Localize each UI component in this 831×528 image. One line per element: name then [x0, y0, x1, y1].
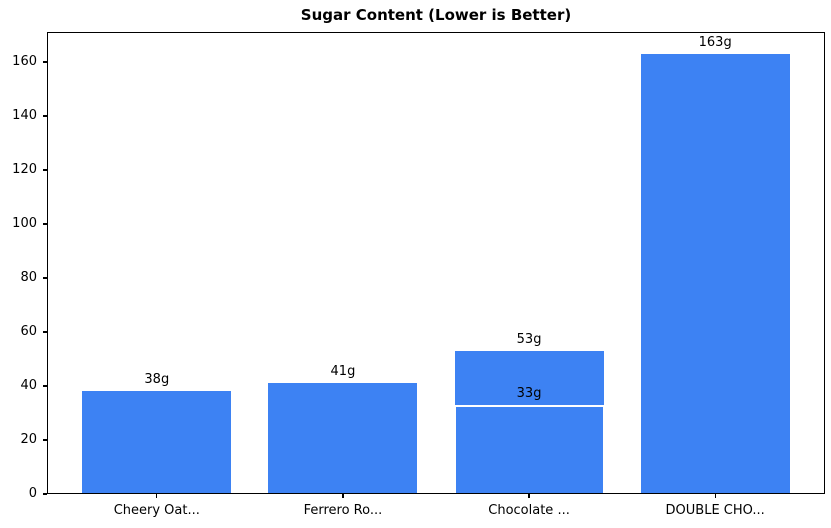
x-tick-label: Cheery Oat... [113, 503, 200, 518]
bar-value-label: 53g [516, 331, 542, 347]
bar-value-label: 38g [144, 372, 170, 388]
y-tick-label: 160 [12, 54, 37, 70]
y-tick-label: 60 [20, 324, 37, 340]
x-tick-label: Ferrero Ro... [303, 503, 383, 518]
y-tick-label: 140 [12, 108, 37, 124]
x-tick-mark [156, 494, 158, 498]
bar-overlay [454, 404, 604, 494]
y-tick-label: 20 [20, 432, 37, 447]
y-tick-mark [43, 439, 47, 441]
y-tick-label: 100 [12, 216, 37, 232]
y-tick-label: 80 [20, 270, 37, 286]
y-tick-label: 0 [28, 486, 37, 501]
y-tick-label: 40 [20, 378, 37, 394]
bar [82, 391, 232, 494]
x-tick-mark [714, 494, 716, 498]
y-tick-label: 120 [12, 162, 37, 178]
y-tick-mark [43, 493, 47, 495]
bar [268, 383, 418, 494]
bar [640, 54, 790, 494]
y-tick-mark [43, 223, 47, 225]
y-tick-mark [43, 61, 47, 63]
bar-value-label: 163g [698, 35, 732, 50]
y-tick-mark [43, 331, 47, 333]
x-tick-mark [342, 494, 344, 498]
y-tick-mark [43, 277, 47, 279]
y-tick-mark [43, 169, 47, 171]
chart-title: Sugar Content (Lower is Better) [300, 6, 572, 24]
x-tick-label: Chocolate ... [488, 503, 570, 518]
y-tick-mark [43, 115, 47, 117]
x-tick-mark [528, 494, 530, 498]
bar-value-label: 41g [330, 364, 356, 380]
x-tick-label: DOUBLE CHO... [665, 503, 765, 518]
y-tick-mark [43, 385, 47, 387]
bar-overlay-value-label: 33g [516, 385, 542, 401]
